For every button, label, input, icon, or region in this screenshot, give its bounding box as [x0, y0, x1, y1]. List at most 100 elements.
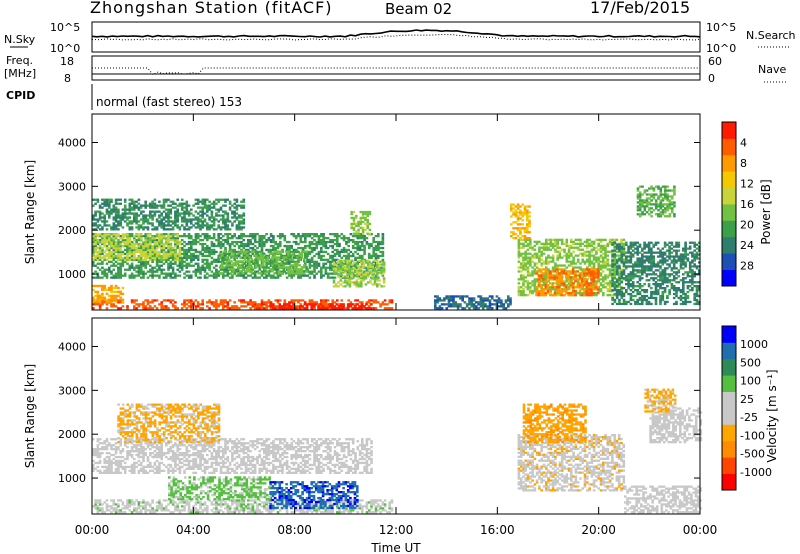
- power-cell: [581, 260, 584, 263]
- power-cell: [294, 242, 298, 246]
- power-cell: [217, 220, 220, 223]
- power-cell: [194, 240, 198, 244]
- power-cell: [139, 233, 143, 236]
- power-cell: [185, 256, 189, 259]
- power-cell: [201, 248, 204, 252]
- power-cell: [558, 256, 562, 259]
- power-cell: [98, 300, 102, 303]
- power-cell: [139, 239, 143, 242]
- power-cell: [196, 305, 200, 308]
- power-cell: [562, 288, 566, 291]
- power-cell: [144, 248, 147, 252]
- power-cell: [356, 256, 360, 259]
- power-cell: [620, 251, 624, 254]
- power-cell: [524, 252, 527, 255]
- power-cell: [92, 255, 95, 258]
- power-cell: [206, 235, 209, 238]
- power-cell: [167, 210, 170, 213]
- power-cell: [542, 260, 546, 263]
- power-cell: [356, 240, 360, 244]
- power-cell: [620, 255, 624, 258]
- power-cell: [348, 285, 352, 288]
- power-cell: [319, 303, 323, 306]
- power-cell: [344, 279, 347, 282]
- power-cell: [228, 252, 232, 256]
- power-cell: [350, 277, 354, 280]
- power-cell: [248, 268, 251, 271]
- power-cell: [176, 220, 179, 223]
- power-cell: [592, 286, 595, 289]
- power-cell: [219, 214, 223, 217]
- power-cell: [258, 305, 261, 308]
- power-cell: [262, 254, 265, 257]
- power-cell: [374, 244, 378, 248]
- power-cell: [183, 276, 186, 279]
- power-cell: [581, 242, 584, 245]
- power-cell: [539, 290, 543, 293]
- power-cell: [556, 246, 559, 249]
- power-cell: [139, 235, 143, 238]
- power-cell: [297, 276, 300, 279]
- power-cell: [366, 259, 370, 262]
- power-cell: [240, 244, 243, 248]
- power-cell: [267, 250, 271, 254]
- power-cell: [215, 274, 218, 277]
- power-cell: [321, 305, 325, 308]
- power-cell: [578, 290, 582, 293]
- power-cell: [267, 262, 271, 265]
- power-cell: [176, 239, 179, 242]
- power-cell: [105, 298, 109, 301]
- power-cell: [360, 283, 363, 286]
- power-cell: [196, 258, 200, 261]
- power-cell: [542, 246, 546, 249]
- power-cell: [615, 279, 619, 282]
- power-cell: [119, 266, 122, 269]
- power-cell: [212, 216, 216, 219]
- power-cell: [615, 294, 619, 298]
- power-cell: [558, 246, 562, 249]
- power-cell: [119, 250, 122, 254]
- power-cell: [313, 262, 316, 265]
- power-cell: [560, 256, 564, 259]
- power-cell: [219, 246, 223, 250]
- power-cell: [190, 240, 193, 244]
- power-cell: [517, 286, 521, 289]
- power-cell: [618, 243, 621, 246]
- power-cell: [144, 305, 147, 308]
- noise-panel: N.Sky 10^5 10^0 10^5 10^0 N.Search: [4, 21, 796, 55]
- power-cell: [130, 233, 134, 236]
- power-cell: [356, 248, 360, 252]
- power-cell: [267, 274, 271, 277]
- power-cell: [542, 292, 545, 295]
- power-cell: [174, 260, 177, 263]
- power-cell: [255, 258, 258, 261]
- power-cell: [599, 240, 603, 243]
- power-cell: [348, 273, 352, 276]
- power-cell: [165, 208, 168, 211]
- power-cell: [208, 208, 211, 211]
- power-cell: [611, 253, 614, 256]
- power-cell: [565, 290, 568, 293]
- power-cell: [517, 292, 521, 295]
- power-cell: [234, 256, 238, 259]
- power-cell: [627, 292, 630, 296]
- power-cell: [362, 265, 365, 268]
- power-cell: [243, 270, 247, 273]
- power-cell: [110, 233, 113, 236]
- power-cell: [201, 246, 204, 250]
- power-cell: [638, 296, 642, 300]
- power-cell: [576, 266, 580, 269]
- power-cell: [284, 250, 288, 253]
- power-cell: [326, 272, 330, 275]
- power-cell: [114, 255, 118, 258]
- power-cell: [580, 272, 584, 275]
- power-cell: [160, 239, 163, 242]
- power-cell: [224, 222, 227, 225]
- power-cell: [514, 215, 518, 218]
- power-cell: [629, 302, 633, 306]
- power-cell: [299, 307, 302, 310]
- power-cell: [569, 276, 573, 279]
- power-cell: [242, 305, 246, 308]
- power-cell: [174, 307, 177, 310]
- power-cell: [133, 206, 136, 209]
